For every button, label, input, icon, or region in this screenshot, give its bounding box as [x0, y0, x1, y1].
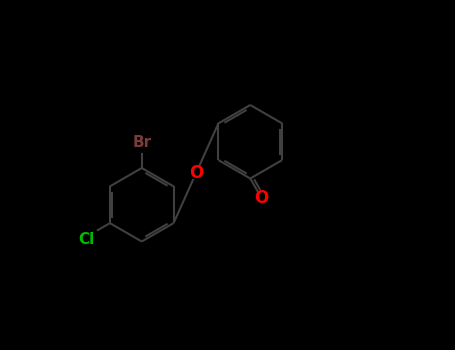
Text: Br: Br: [132, 135, 152, 150]
Text: Cl: Cl: [78, 232, 94, 247]
Text: O: O: [254, 189, 269, 207]
Text: O: O: [189, 164, 203, 182]
